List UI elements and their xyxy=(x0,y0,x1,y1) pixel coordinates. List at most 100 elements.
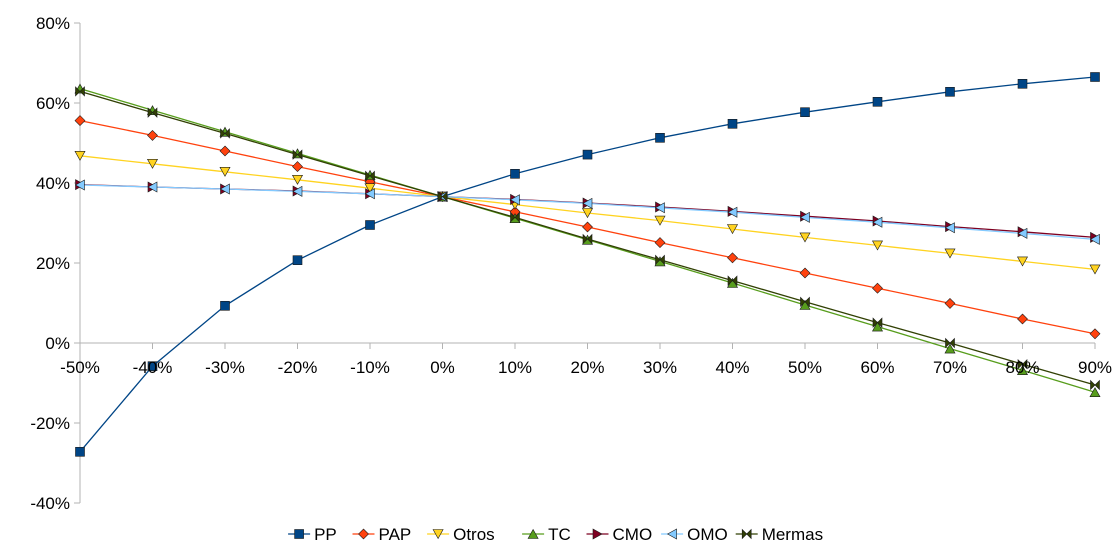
data-point-mermas xyxy=(1017,358,1028,370)
data-point-omo xyxy=(944,222,955,234)
data-point-mermas xyxy=(945,337,955,349)
series-markers xyxy=(74,72,1101,457)
legend-label-otros: Otros xyxy=(453,525,495,544)
data-point-pp xyxy=(220,300,230,311)
data-point-omo xyxy=(582,197,593,209)
x-tick-label: -10% xyxy=(350,358,390,377)
data-point-pp xyxy=(510,169,520,179)
legend: PP PAP Otros TC CMO OMO Mermas xyxy=(288,525,823,544)
data-point-pp xyxy=(945,87,955,97)
data-point-otros xyxy=(1089,264,1101,275)
series-line-pp xyxy=(79,76,1096,453)
data-point-mermas xyxy=(872,317,883,328)
data-point-omo xyxy=(147,181,158,193)
x-tick-label: 90% xyxy=(1078,358,1112,377)
data-point-pap xyxy=(292,161,303,173)
data-point-pap xyxy=(654,237,666,249)
y-tick-label: -20% xyxy=(30,414,70,433)
x-tick-label: 60% xyxy=(860,358,894,377)
data-point-otros xyxy=(799,232,811,243)
x-tick-label: 0% xyxy=(430,358,455,377)
series-markers-otros xyxy=(74,151,1101,275)
x-tick-label: 40% xyxy=(715,358,749,377)
data-point-tc xyxy=(871,321,884,332)
data-point-tc xyxy=(1089,387,1101,398)
legend-label-cmo: CMO xyxy=(613,525,653,544)
data-point-mermas xyxy=(727,275,738,286)
data-point-otros xyxy=(146,159,159,169)
data-point-omo xyxy=(1017,227,1028,239)
data-point-otros xyxy=(726,224,739,235)
legend-marker-otros xyxy=(432,529,444,540)
data-point-otros xyxy=(364,183,376,194)
legend-item-pp: PP xyxy=(288,525,337,544)
legend-label-pp: PP xyxy=(314,525,337,544)
data-point-pp xyxy=(727,119,738,129)
data-point-otros xyxy=(944,248,956,259)
data-point-pp xyxy=(655,133,665,143)
data-point-pap xyxy=(1017,313,1028,325)
data-point-omo xyxy=(654,202,665,214)
data-point-omo xyxy=(799,211,810,223)
legend-item-pap: PAP xyxy=(352,525,412,544)
legend-label-tc: TC xyxy=(548,525,571,544)
y-tick-label: 80% xyxy=(36,14,70,33)
x-tick-label: 10% xyxy=(498,358,532,377)
y-tick-label: 60% xyxy=(36,94,70,113)
series-lines xyxy=(79,76,1096,453)
data-point-tc xyxy=(1016,365,1029,376)
legend-marker-tc xyxy=(527,528,539,539)
legend-item-cmo: CMO xyxy=(586,525,653,544)
series-markers-pap xyxy=(74,115,1101,340)
series-markers-mermas xyxy=(75,86,1100,391)
data-point-pp xyxy=(582,149,593,160)
data-point-mermas xyxy=(147,107,158,118)
data-point-tc xyxy=(944,343,956,354)
y-tick-label: 20% xyxy=(36,254,70,273)
data-point-mermas xyxy=(365,170,375,182)
legend-item-otros: Otros xyxy=(427,525,495,544)
data-point-omo xyxy=(219,183,230,195)
data-point-pap xyxy=(799,267,811,279)
legend-marker-pp xyxy=(294,529,304,539)
legend-marker-omo xyxy=(666,528,677,540)
x-tick-label: 20% xyxy=(570,358,604,377)
y-tick-label: 0% xyxy=(45,334,70,353)
data-point-tc xyxy=(799,299,811,310)
data-point-mermas xyxy=(437,191,448,202)
data-point-omo xyxy=(1089,233,1100,245)
legend-marker-pap xyxy=(358,528,369,540)
data-point-pap xyxy=(219,145,231,157)
x-tick-label: 80% xyxy=(1005,358,1039,377)
legend-marker-cmo xyxy=(592,528,603,540)
x-tick-label: -40% xyxy=(133,358,173,377)
data-point-omo xyxy=(727,206,738,218)
data-point-pap xyxy=(582,221,593,233)
x-axis-tick-labels: -50% -40% -30% -20% -10% 0% 10% 20% 30% 40% 50% 60%… xyxy=(60,358,1112,377)
data-point-otros xyxy=(1016,256,1029,267)
data-point-otros xyxy=(581,208,594,219)
legend-label-pap: PAP xyxy=(379,525,412,544)
x-tick-label: 30% xyxy=(643,358,677,377)
data-point-pap xyxy=(147,129,158,141)
data-point-omo xyxy=(74,179,85,191)
y-tick-label: 40% xyxy=(36,174,70,193)
data-point-pap xyxy=(872,282,883,294)
data-point-pp xyxy=(1017,79,1028,89)
y-tick-label: -40% xyxy=(30,494,70,513)
data-point-pp xyxy=(365,220,375,230)
data-point-pp xyxy=(800,107,810,117)
x-tick-label: 50% xyxy=(788,358,822,377)
x-tick-label: 70% xyxy=(933,358,967,377)
data-point-mermas xyxy=(800,296,810,308)
y-axis-tick-labels: -40% -20% 0% 20% 40% 60% 80% xyxy=(30,14,70,513)
legend-label-omo: OMO xyxy=(687,525,728,544)
legend-item-mermas: Mermas xyxy=(735,525,823,544)
data-point-pp xyxy=(147,361,158,372)
legend-marker-mermas xyxy=(741,528,752,540)
legend-item-tc: TC xyxy=(522,525,571,544)
data-point-otros xyxy=(74,151,86,161)
axes xyxy=(74,22,1096,504)
data-point-mermas xyxy=(655,254,665,266)
